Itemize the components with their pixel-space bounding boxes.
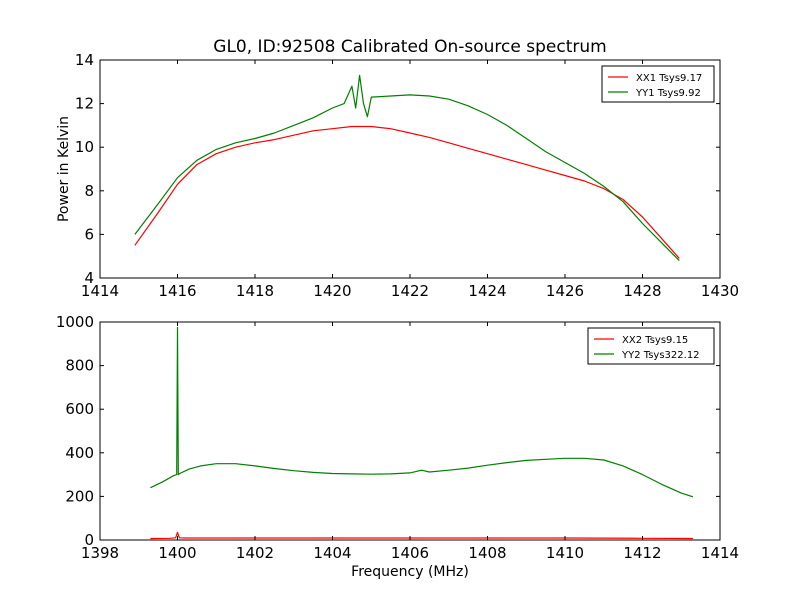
legend-box xyxy=(601,65,715,103)
x-tick-label: 1414 xyxy=(701,544,739,562)
x-tick-label: 1406 xyxy=(391,544,429,562)
x-tick-label: 1418 xyxy=(236,282,274,300)
chart-1: 1414 1416 1418 1420 1422 1424 1426 1428 1430 4 6 8 1… xyxy=(56,37,739,300)
x-tick-label: 1416 xyxy=(158,282,196,300)
y-tick-label: 12 xyxy=(75,95,94,113)
x-tick-label: 1414 xyxy=(81,282,119,300)
x-tick-label: 1412 xyxy=(623,544,661,562)
x-tick-label: 1408 xyxy=(468,544,506,562)
legend-label-1: XX2 Tsys9.15 xyxy=(622,335,688,346)
y-tick-label: 600 xyxy=(65,400,94,418)
x-tick-label: 1420 xyxy=(313,282,351,300)
x-axis-label: Frequency (MHz) xyxy=(351,564,469,580)
y-tick-label: 800 xyxy=(65,357,94,375)
y-axis-label: Power in Kelvin xyxy=(56,116,72,222)
chart-2: 1398 1400 1402 1404 1406 1408 1410 1412 1414 0 200… xyxy=(56,313,739,580)
x-tick-label: 1422 xyxy=(391,282,429,300)
legend-label-2: YY2 Tsys322.12 xyxy=(621,350,700,361)
x-tick-label: 1428 xyxy=(623,282,661,300)
legend-box xyxy=(587,327,715,365)
legend: XX1 Tsys9.17 YY1 Tsys9.92 xyxy=(601,65,715,103)
y-tick-label: 10 xyxy=(75,138,94,156)
x-tick-label: 1426 xyxy=(546,282,584,300)
y-tick-label: 400 xyxy=(65,444,94,462)
plots: 1414 1416 1418 1420 1422 1424 1426 1428 1430 4 6 8 1… xyxy=(56,37,739,580)
series-line-2 xyxy=(134,74,680,262)
y-tick-label: 8 xyxy=(84,182,94,200)
y-tick-label: 14 xyxy=(75,51,94,69)
series-line-2 xyxy=(150,326,694,498)
y-tick-label: 4 xyxy=(84,269,94,287)
legend-label-1: XX1 Tsys9.17 xyxy=(636,73,702,84)
x-tick-label: 1424 xyxy=(468,282,506,300)
y-tick-label: 0 xyxy=(84,531,94,549)
x-tick-label: 1410 xyxy=(546,544,584,562)
x-tick-label: 1404 xyxy=(313,544,351,562)
x-tick-label: 1398 xyxy=(81,544,119,562)
y-tick-label: 200 xyxy=(65,487,94,505)
x-tick-label: 1400 xyxy=(158,544,196,562)
y-tick-label: 1000 xyxy=(56,313,94,331)
x-tick-label: 1430 xyxy=(701,282,739,300)
x-tick-label: 1402 xyxy=(236,544,274,562)
legend-label-2: YY1 Tsys9.92 xyxy=(635,88,701,99)
y-tick-label: 6 xyxy=(84,225,94,243)
legend: XX2 Tsys9.15 YY2 Tsys322.12 xyxy=(587,327,715,365)
series-line-1 xyxy=(134,125,680,259)
chart-title: GL0, ID:92508 Calibrated On-source spect… xyxy=(213,37,606,57)
